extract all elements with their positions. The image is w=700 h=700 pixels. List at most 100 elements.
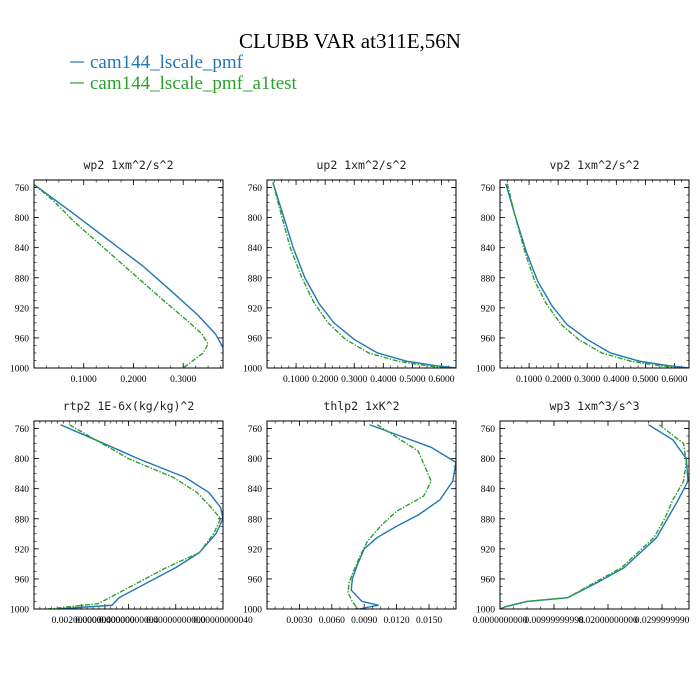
figure-title: CLUBB VAR at311E,56N	[239, 29, 461, 53]
x-tick-label: 0.4000	[370, 375, 396, 385]
y-tick-label: 880	[481, 515, 496, 525]
series-group	[347, 424, 456, 609]
x-tick-label: 0.00200000004	[52, 616, 112, 626]
x-tick-label: 0.6000	[428, 375, 454, 385]
y-tick-label: 880	[248, 515, 263, 525]
x-tick-label: 0.6000	[661, 375, 687, 385]
panel-1: wp2 1xm^2/s^2 760 800 840 880 920 960 1000 0.100…	[10, 158, 224, 385]
y-tick-label: 800	[481, 455, 496, 465]
y-tick-label: 760	[15, 184, 30, 194]
panel-title: rtp2 1E-6x(kg/kg)^2	[63, 399, 195, 413]
legend-label-2: cam144_lscale_pmf_a1test	[90, 73, 298, 94]
panel-frame	[499, 420, 690, 610]
x-tick-label: 0.2000	[545, 375, 571, 385]
series-line-1	[57, 424, 223, 609]
y-tick-label: 960	[248, 575, 263, 585]
series-line-1	[34, 183, 223, 368]
x-tick-label: 0.3000	[341, 375, 367, 385]
y-tick-label: 1000	[10, 606, 29, 616]
y-tick-label: 1000	[243, 365, 262, 375]
y-tick-label: 800	[481, 214, 496, 224]
panel-5: thlp2 1xK^2 760 800 840 880 920 960 1000 0.0030 0…	[243, 399, 457, 626]
y-tick-label: 800	[15, 214, 30, 224]
series-line-2	[272, 182, 448, 368]
series-group	[48, 424, 223, 609]
y-tick-label: 760	[248, 425, 263, 435]
panel-title: wp3 1xm^3/s^3	[549, 399, 639, 413]
panel-title: wp2 1xm^2/s^2	[83, 158, 173, 172]
y-tick-label: 880	[15, 515, 30, 525]
panel-2: up2 1xm^2/s^2 760 800 840 880 920 960 1000 0.100…	[243, 158, 457, 385]
y-tick-label: 840	[481, 244, 496, 254]
y-tick-label: 1000	[476, 365, 495, 375]
series-line-2	[500, 424, 687, 609]
panel-frame	[499, 179, 690, 369]
y-tick-label: 840	[248, 244, 263, 254]
series-line-2	[506, 183, 681, 368]
panel-frame	[266, 179, 457, 369]
y-tick-label: 800	[248, 214, 263, 224]
y-tick-label: 920	[248, 545, 263, 555]
series-group	[500, 424, 689, 609]
x-tick-label: 0.5000	[399, 375, 425, 385]
y-tick-label: 760	[15, 425, 30, 435]
x-tick-label: 0.00000000004	[99, 616, 159, 626]
series-group	[272, 182, 456, 368]
x-tick-label: 0.00000000000	[75, 616, 135, 626]
series-line-2	[34, 183, 209, 368]
y-tick-label: 880	[248, 274, 263, 284]
y-tick-label: 920	[481, 304, 496, 314]
panel-frame	[266, 420, 457, 610]
y-tick-label: 800	[15, 455, 30, 465]
y-tick-label: 760	[248, 184, 263, 194]
x-tick-label: 0.1000	[283, 375, 309, 385]
y-tick-label: 920	[15, 545, 30, 555]
panel-3: vp2 1xm^2/s^2 760 800 840 880 920 960 1000 0.100…	[476, 158, 690, 385]
x-tick-label: 0.0060	[319, 616, 345, 626]
series-line-1	[272, 182, 456, 368]
series-group	[34, 183, 223, 368]
y-tick-label: 840	[15, 244, 30, 254]
x-tick-label: 0.0000000000	[473, 616, 528, 626]
x-tick-label: 0.00000000040	[193, 616, 253, 626]
x-tick-label: 0.2000	[312, 375, 338, 385]
x-tick-label: 0.00999999998	[524, 616, 584, 626]
x-tick-label: 0.3000	[170, 375, 196, 385]
y-tick-label: 1000	[243, 606, 262, 616]
y-tick-label: 800	[248, 455, 263, 465]
y-tick-label: 760	[481, 425, 496, 435]
x-tick-label: 0.3000	[574, 375, 600, 385]
y-tick-label: 880	[481, 274, 496, 284]
y-tick-label: 880	[15, 274, 30, 284]
x-tick-label: 0.2000	[120, 375, 146, 385]
x-tick-label: 0.1000	[516, 375, 542, 385]
series-line-1	[350, 424, 456, 609]
y-tick-label: 840	[248, 485, 263, 495]
x-tick-label: 0.1000	[71, 375, 97, 385]
y-tick-label: 1000	[10, 365, 29, 375]
panel-title: up2 1xm^2/s^2	[316, 158, 406, 172]
legend-label-1: cam144_lscale_pmf	[90, 52, 244, 73]
y-tick-label: 960	[481, 334, 496, 344]
y-tick-label: 960	[481, 575, 496, 585]
panel-frame	[33, 420, 224, 610]
y-tick-label: 960	[248, 334, 263, 344]
panel-title: vp2 1xm^2/s^2	[549, 158, 639, 172]
y-tick-label: 840	[481, 485, 496, 495]
y-tick-label: 760	[481, 184, 496, 194]
y-tick-label: 960	[15, 334, 30, 344]
y-tick-label: 1000	[476, 606, 495, 616]
x-tick-label: 0.0120	[384, 616, 410, 626]
x-tick-label: 0.0150	[416, 616, 442, 626]
x-tick-label: 0.02000000000	[578, 616, 638, 626]
x-tick-label: 0.5000	[632, 375, 658, 385]
x-tick-label: 0.00000000000	[146, 616, 206, 626]
series-line-2	[347, 424, 432, 609]
y-tick-label: 920	[481, 545, 496, 555]
x-tick-label: 0.4000	[603, 375, 629, 385]
series-line-1	[505, 183, 689, 368]
legend: cam144_lscale_pmf cam144_lscale_pmf_a1te…	[70, 52, 298, 94]
panel-6: wp3 1xm^3/s^3 760 800 840 880 920 960 10000.000…	[473, 399, 690, 626]
y-tick-label: 960	[15, 575, 30, 585]
